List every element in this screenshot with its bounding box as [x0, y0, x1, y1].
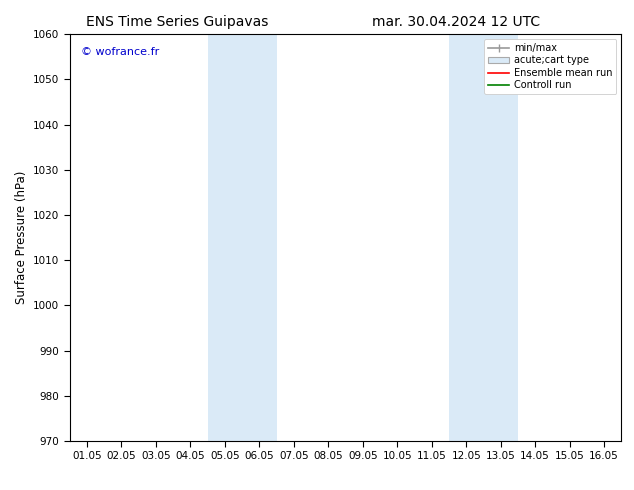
Legend: min/max, acute;cart type, Ensemble mean run, Controll run: min/max, acute;cart type, Ensemble mean …	[484, 39, 616, 94]
Text: ENS Time Series Guipavas: ENS Time Series Guipavas	[86, 15, 269, 29]
Text: © wofrance.fr: © wofrance.fr	[81, 47, 159, 56]
Bar	[449, 34, 518, 441]
Bar	[207, 34, 276, 441]
Y-axis label: Surface Pressure (hPa): Surface Pressure (hPa)	[15, 171, 27, 304]
Text: mar. 30.04.2024 12 UTC: mar. 30.04.2024 12 UTC	[372, 15, 541, 29]
